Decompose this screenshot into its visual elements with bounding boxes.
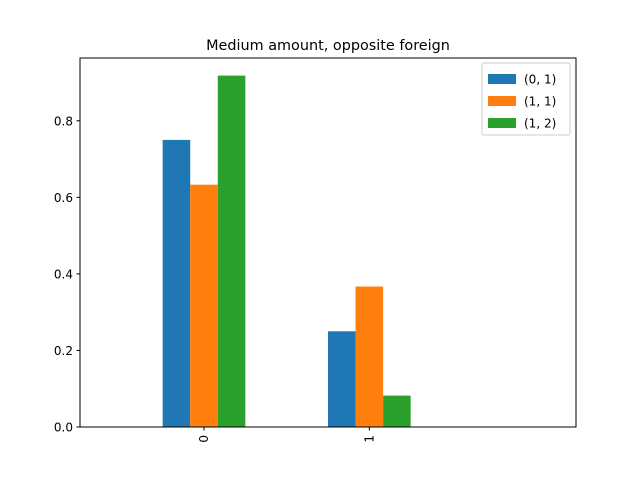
legend-label: (1, 1) bbox=[524, 95, 556, 109]
chart-title: Medium amount, opposite foreign bbox=[206, 38, 450, 54]
legend: (0, 1) (1, 1) (1, 2) bbox=[481, 62, 571, 136]
bar-0-1 bbox=[328, 331, 356, 427]
legend-swatch bbox=[488, 96, 516, 106]
y-tick-label: 0.8 bbox=[54, 114, 73, 128]
legend-swatch bbox=[488, 118, 516, 128]
legend-swatch bbox=[488, 74, 516, 84]
bar-0-0 bbox=[162, 139, 191, 428]
bar-2-0 bbox=[217, 75, 246, 428]
y-tick-label: 0.4 bbox=[54, 267, 73, 281]
plot-frame bbox=[79, 57, 577, 428]
legend-label: (1, 2) bbox=[524, 117, 556, 131]
bar-1-0 bbox=[190, 184, 218, 427]
bars-group bbox=[162, 75, 411, 428]
y-tick-label: 0.6 bbox=[54, 191, 73, 205]
bar-2-1 bbox=[383, 395, 411, 427]
bar-1-1 bbox=[355, 286, 384, 427]
y-tick-label: 0.2 bbox=[54, 344, 73, 358]
y-axis: 0.0 0.2 0.4 0.6 0.8 bbox=[54, 114, 80, 435]
legend-label: (0, 1) bbox=[524, 73, 556, 87]
x-tick-label: 1 bbox=[362, 435, 376, 443]
y-tick-label: 0.0 bbox=[54, 421, 73, 435]
x-tick-label: 0 bbox=[197, 435, 211, 443]
